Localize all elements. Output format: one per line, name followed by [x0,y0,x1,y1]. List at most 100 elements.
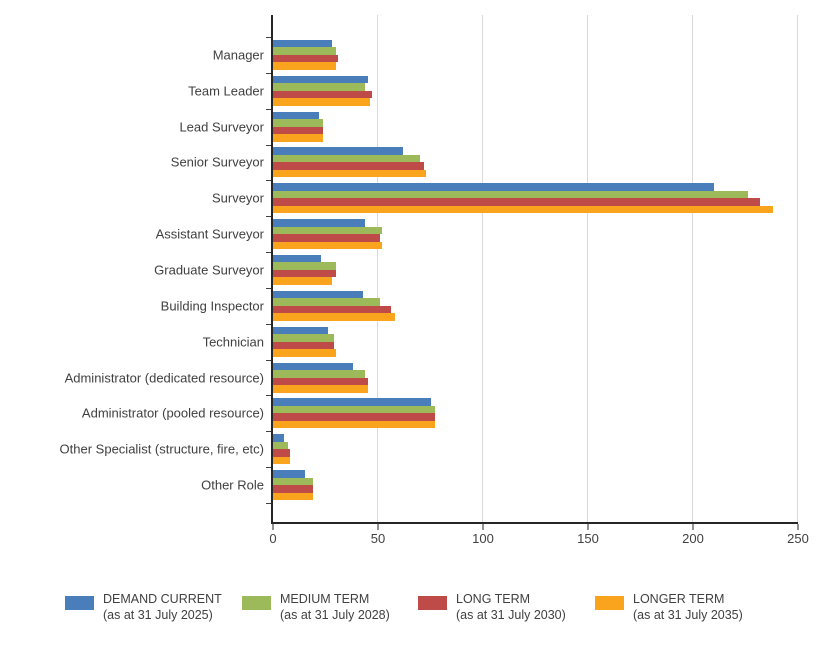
category-label: Manager [212,47,264,63]
bar-longer-term [273,134,324,142]
legend-series-date: (as at 31 July 2025) [103,607,213,622]
legend-series-name: MEDIUM TERM [280,592,370,606]
bar-long-term [273,485,313,493]
bar-demand-current [273,434,284,442]
bar-group [273,180,798,216]
category-label: Other Specialist (structure, fire, etc) [59,441,264,457]
category-label: Assistant Surveyor [155,226,264,242]
chart-row-team-leader: Team Leader [188,73,798,109]
chart-row-senior-surveyor: Senior Surveyor [171,145,798,181]
y-axis-tick [266,431,271,433]
gridline-100 [482,15,483,522]
y-axis-tick [266,287,271,289]
legend: DEMAND CURRENT (as at 31 July 2025) MEDIUM… [0,592,831,638]
x-tick-label-150: 150 [577,531,599,546]
bar-group [273,37,798,73]
bar-longer-term [273,241,383,250]
bar-long-term [273,54,339,63]
y-axis-tick [266,503,271,504]
bar-group [273,252,798,288]
chart-row-assistant-surveyor: Assistant Surveyor [156,216,798,252]
legend-series-name: LONG TERM [456,592,531,606]
bar-long-term [273,305,391,314]
gridline-200 [692,15,693,522]
legend-series-date: (as at 31 July 2030) [456,607,566,622]
y-axis-tick [266,144,271,146]
bar-medium-term [273,83,366,91]
legend-item-long-term: LONG TERM (as at 31 July 2030) [418,592,566,623]
bar-medium-term [273,154,420,163]
bar-long-term [273,377,368,386]
chart-row-administrator-dedicated-resource: Administrator (dedicated resource) [65,360,798,396]
bar-long-term [273,162,425,170]
category-label: Senior Surveyor [170,154,264,170]
y-axis-tick [266,395,271,397]
x-tick-label-0: 0 [269,531,277,546]
legend-swatch-long-term [418,596,447,610]
legend-label: DEMAND CURRENT (as at 31 July 2025) [103,592,222,623]
y-axis-tick [266,216,271,218]
bar-group [273,431,798,467]
category-label: Graduate Surveyor [154,262,264,278]
bar-medium-term [273,190,748,199]
bar-demand-current [273,362,353,371]
bar-group [273,216,798,252]
y-axis-tick [266,108,271,110]
bar-group [273,73,798,109]
bar-demand-current [273,183,714,191]
bar-medium-term [273,47,336,55]
bar-longer-term [273,313,395,321]
y-axis-tick [266,359,271,361]
bar-long-term [273,341,334,350]
legend-item-longer-term: LONGER TERM (as at 31 July 2035) [595,592,743,623]
bar-group [273,288,798,324]
bar-longer-term [273,385,368,393]
bar-medium-term [273,441,288,450]
bar-longer-term [273,349,336,357]
legend-series-name: DEMAND CURRENT [103,592,222,606]
chart-row-other-specialist-structure-fire-etc: Other Specialist (structure, fire, etc) [60,431,798,467]
x-tick-50 [377,524,379,530]
bar-medium-term [273,119,324,127]
bar-demand-current [273,111,320,120]
bar-longer-term [273,277,332,285]
gridline-150 [587,15,588,522]
y-axis-tick [266,323,271,325]
legend-label: LONGER TERM (as at 31 July 2035) [633,592,743,623]
bar-longer-term [273,205,773,214]
gridline-250 [797,15,798,522]
bar-medium-term [273,226,383,235]
y-axis-tick [266,180,271,182]
bar-long-term [273,198,761,206]
x-tick-label-250: 250 [787,531,809,546]
y-axis-tick [266,467,271,469]
chart-row-lead-surveyor: Lead Surveyor [179,109,798,145]
category-label: Technician [202,334,264,350]
bar-group [273,145,798,181]
bar-medium-term [273,262,336,270]
bar-group [273,467,798,503]
legend-swatch-longer-term [595,596,624,610]
bar-demand-current [273,147,404,155]
bar-long-term [273,449,290,457]
bar-group [273,324,798,360]
bar-longer-term [273,98,370,106]
bar-medium-term [273,405,435,414]
category-label: Lead Surveyor [179,119,264,135]
legend-series-date: (as at 31 July 2035) [633,607,743,622]
bar-demand-current [273,254,322,263]
bar-demand-current [273,290,364,299]
chart-row-other-role: Other Role [201,467,798,503]
gridline-50 [377,15,378,522]
bar-longer-term [273,420,435,429]
bar-group [273,360,798,396]
category-label: Surveyor [211,190,264,206]
chart-row-technician: Technician [203,324,798,360]
bar-long-term [273,269,336,278]
y-axis-ticks-layer [266,15,798,522]
legend-series-date: (as at 31 July 2028) [280,607,390,622]
bar-longer-term [273,169,427,178]
bar-long-term [273,126,324,135]
chart-row-surveyor: Surveyor [212,180,798,216]
y-axis-tick [266,252,271,254]
